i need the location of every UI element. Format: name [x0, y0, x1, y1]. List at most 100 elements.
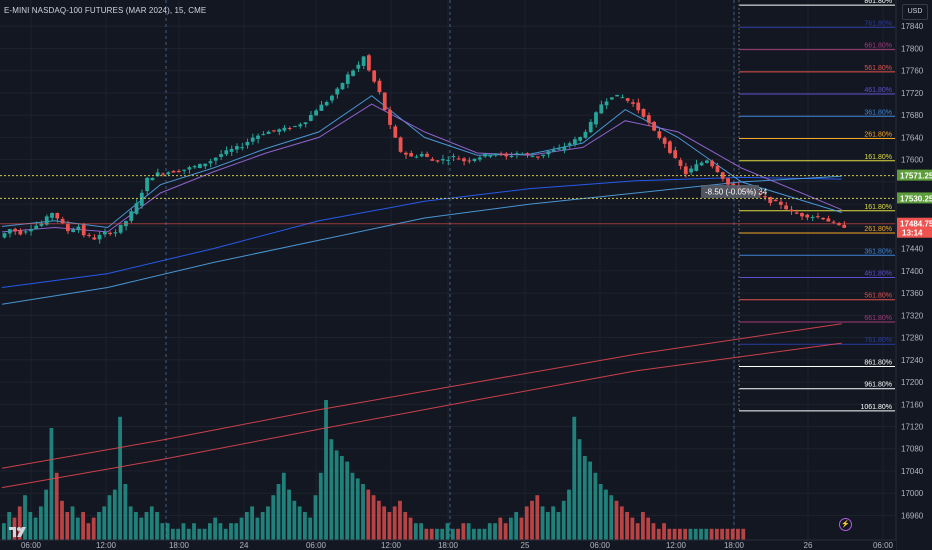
moving-averages — [1, 95, 842, 489]
volume-bar — [355, 478, 360, 540]
volume-bar — [239, 517, 244, 540]
candle-body — [551, 149, 556, 152]
candle-body — [435, 160, 440, 162]
volume-bar — [487, 523, 492, 540]
price-tick-label: 17720 — [901, 89, 924, 98]
candle-body — [245, 141, 250, 146]
measure-tool[interactable]: -8.50 (-0.05%) 34 — [701, 185, 768, 198]
price-level-badge[interactable] — [897, 169, 932, 181]
volume-bar — [340, 456, 344, 540]
candle-body — [504, 153, 509, 157]
candle-body — [588, 121, 593, 133]
volume-bar — [244, 512, 249, 540]
volume-bar — [134, 512, 138, 540]
candle-body — [282, 127, 287, 131]
fib-level-label: 861.80% — [864, 0, 892, 5]
volume-bar — [229, 523, 233, 540]
candle-body — [372, 70, 377, 82]
candle-body — [683, 166, 688, 175]
candle-body — [514, 153, 519, 155]
chart-grid — [0, 0, 895, 540]
volume-bar — [97, 512, 101, 540]
lightning-icon[interactable]: ⚡ — [839, 518, 852, 531]
candle-body — [129, 211, 134, 221]
candle-body — [29, 228, 33, 232]
candle-body — [351, 70, 355, 76]
candle-body — [240, 147, 245, 149]
volume-bar — [614, 500, 619, 540]
time-tick-label: 06:00 — [21, 541, 42, 550]
candle-body — [615, 94, 620, 97]
candle-body — [60, 218, 65, 224]
price-tick-label: 17160 — [901, 400, 924, 409]
candle-body — [483, 153, 487, 157]
candle-body — [789, 209, 794, 212]
candle-body — [425, 153, 429, 157]
candle-body — [609, 97, 614, 100]
candle-body — [293, 126, 297, 128]
volume-bar — [619, 506, 624, 540]
volume-bar — [535, 495, 540, 540]
volume-bar — [276, 484, 281, 540]
candle-body — [102, 231, 107, 235]
price-level-badge-label: 17571.25 — [900, 172, 932, 181]
fibonacci-extension[interactable]: 861.80% 761.80% 661.80% 561.80% 461.80% 361.8… — [738, 0, 895, 412]
volume-bar — [530, 500, 534, 540]
price-tick-label: 17400 — [901, 267, 924, 276]
candle-body — [678, 160, 683, 166]
candle-body — [261, 134, 266, 136]
candle-body — [134, 203, 139, 214]
volume-bar — [720, 528, 725, 540]
candle-body — [467, 160, 472, 162]
candle-body — [55, 212, 60, 219]
volume-bar — [413, 523, 418, 540]
volume-bar — [207, 523, 212, 540]
candle-body — [192, 166, 197, 168]
time-tick-label: 24 — [240, 541, 249, 550]
volume-bar — [514, 512, 519, 540]
volume-bar — [345, 461, 350, 540]
volume-bar — [672, 528, 677, 540]
price-tick-label: 17200 — [901, 378, 924, 387]
price-level-badge[interactable] — [897, 217, 932, 238]
candle-body — [39, 223, 44, 226]
time-axis[interactable]: 06:00 12:00 18:00 24 06:00 12:00 18:00 25 06:00 1… — [0, 539, 896, 550]
volume-bar — [176, 528, 181, 540]
volume-bar — [75, 517, 80, 540]
session-dividers — [165, 0, 735, 540]
volume-bar — [70, 506, 75, 540]
candle-body — [145, 177, 149, 192]
price-countdown-badge-label: 13:14 — [902, 229, 923, 238]
candle-body — [720, 172, 725, 179]
volume-bar — [308, 517, 313, 540]
tradingview-logo[interactable] — [8, 524, 30, 538]
candle-body — [599, 104, 604, 114]
candle-body — [784, 205, 789, 210]
candle-body — [699, 162, 704, 166]
fib-level-label: 361.80% — [864, 248, 892, 255]
candle-body — [234, 146, 239, 150]
volume-bar — [551, 506, 556, 540]
candle-body — [271, 130, 276, 132]
candle-body — [826, 218, 831, 222]
currency-button[interactable]: USD — [902, 4, 928, 20]
price-level-badge[interactable] — [897, 192, 932, 204]
candle-body — [303, 122, 308, 125]
candle-body — [34, 225, 39, 229]
volume-bar — [350, 472, 355, 540]
candle-body — [113, 232, 118, 234]
volume-bar — [403, 512, 408, 540]
moving-average-4 — [1, 323, 842, 469]
candle-body — [794, 212, 799, 214]
candle-body — [361, 56, 366, 66]
volume-bar — [461, 523, 466, 540]
volume-bar — [472, 528, 476, 540]
volume-bar — [54, 472, 59, 540]
time-tick-label: 12:00 — [96, 541, 117, 550]
fib-level-label: 761.80% — [864, 337, 892, 344]
price-axis[interactable]: 17840 17800 17760 17720 17680 17640 17600 17440… — [895, 0, 932, 550]
candle-body — [393, 126, 398, 138]
volume-bar — [107, 495, 112, 540]
volume-bar — [429, 528, 434, 540]
